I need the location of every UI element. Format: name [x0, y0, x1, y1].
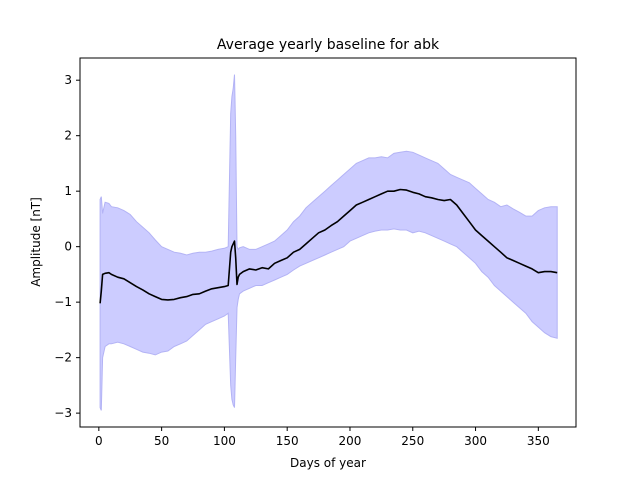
y-tick-label: −2: [54, 351, 72, 365]
x-tick-label: 350: [527, 434, 550, 448]
y-tick-label: −3: [54, 406, 72, 420]
x-tick-label: 150: [276, 434, 299, 448]
x-tick-label: 50: [154, 434, 169, 448]
x-axis: 0 50 100 150 200 250 300 350: [95, 427, 550, 448]
confidence-band: [99, 74, 558, 411]
mean-baseline-line: [99, 188, 558, 304]
x-tick-label: 200: [339, 434, 362, 448]
x-tick-label: 250: [401, 434, 424, 448]
y-tick-label: 1: [64, 184, 72, 198]
y-tick-label: 0: [64, 240, 72, 254]
y-axis: −3 −2 −1 0 1 2 3: [54, 73, 80, 420]
chart-title: Average yearly baseline for abk: [217, 37, 440, 53]
y-tick-label: −1: [54, 295, 72, 309]
y-axis-label: Amplitude [nT]: [29, 197, 43, 287]
y-tick-label: 3: [64, 73, 72, 87]
x-tick-label: 300: [464, 434, 487, 448]
x-tick-label: 100: [213, 434, 236, 448]
y-tick-label: 2: [64, 129, 72, 143]
x-tick-label: 0: [95, 434, 103, 448]
x-axis-label: Days of year: [290, 456, 366, 470]
axes-frame: [79, 57, 577, 428]
plot-area: [99, 74, 558, 411]
